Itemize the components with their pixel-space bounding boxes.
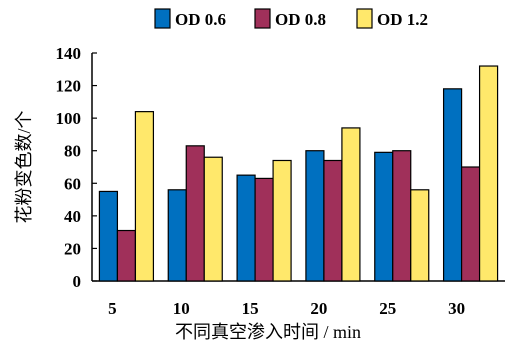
x-axis-title: 不同真空渗入时间 / min	[175, 322, 361, 342]
bar	[410, 189, 430, 282]
y-axis: 0 20 40 60 80 100 120 140	[56, 44, 97, 291]
legend-label: OD 0.6	[175, 10, 226, 29]
legend-swatch	[356, 8, 373, 29]
legend-label: OD 1.2	[377, 10, 428, 29]
bar	[478, 65, 499, 282]
bar	[460, 166, 481, 282]
legend-label: OD 0.8	[275, 10, 326, 29]
y-tick-label: 100	[56, 109, 82, 128]
bars	[98, 65, 499, 282]
bar	[305, 150, 325, 282]
y-tick-label: 20	[64, 239, 81, 258]
bar	[134, 111, 155, 282]
legend-swatch	[154, 8, 171, 29]
bar	[341, 127, 361, 282]
y-tick-label: 120	[56, 77, 82, 96]
bar	[323, 159, 343, 282]
x-axis: 5 10 15 20 25 30	[92, 280, 505, 318]
bar	[203, 156, 223, 282]
bar	[392, 150, 412, 282]
y-tick-label: 140	[56, 44, 82, 63]
x-tick-label: 15	[242, 299, 259, 318]
bar	[167, 189, 187, 282]
x-tick-label: 25	[379, 299, 396, 318]
legend: OD 0.6 OD 0.8 OD 1.2	[154, 8, 428, 29]
bar	[185, 145, 205, 282]
bar	[272, 159, 292, 282]
bar	[116, 229, 137, 282]
bar	[98, 190, 119, 282]
bar	[236, 174, 256, 282]
y-tick-label: 40	[64, 207, 81, 226]
x-tick-label: 30	[448, 299, 465, 318]
x-tick-label: 20	[310, 299, 327, 318]
y-tick-label: 0	[73, 272, 82, 291]
bar	[442, 88, 463, 282]
x-tick-label: 5	[108, 299, 117, 318]
bar	[254, 177, 274, 282]
legend-swatch	[254, 8, 271, 29]
y-tick-label: 60	[64, 174, 81, 193]
y-axis-title: 花粉变色数/个	[14, 110, 34, 223]
bar	[374, 151, 394, 282]
x-tick-label: 10	[173, 299, 190, 318]
y-tick-label: 80	[64, 142, 81, 161]
